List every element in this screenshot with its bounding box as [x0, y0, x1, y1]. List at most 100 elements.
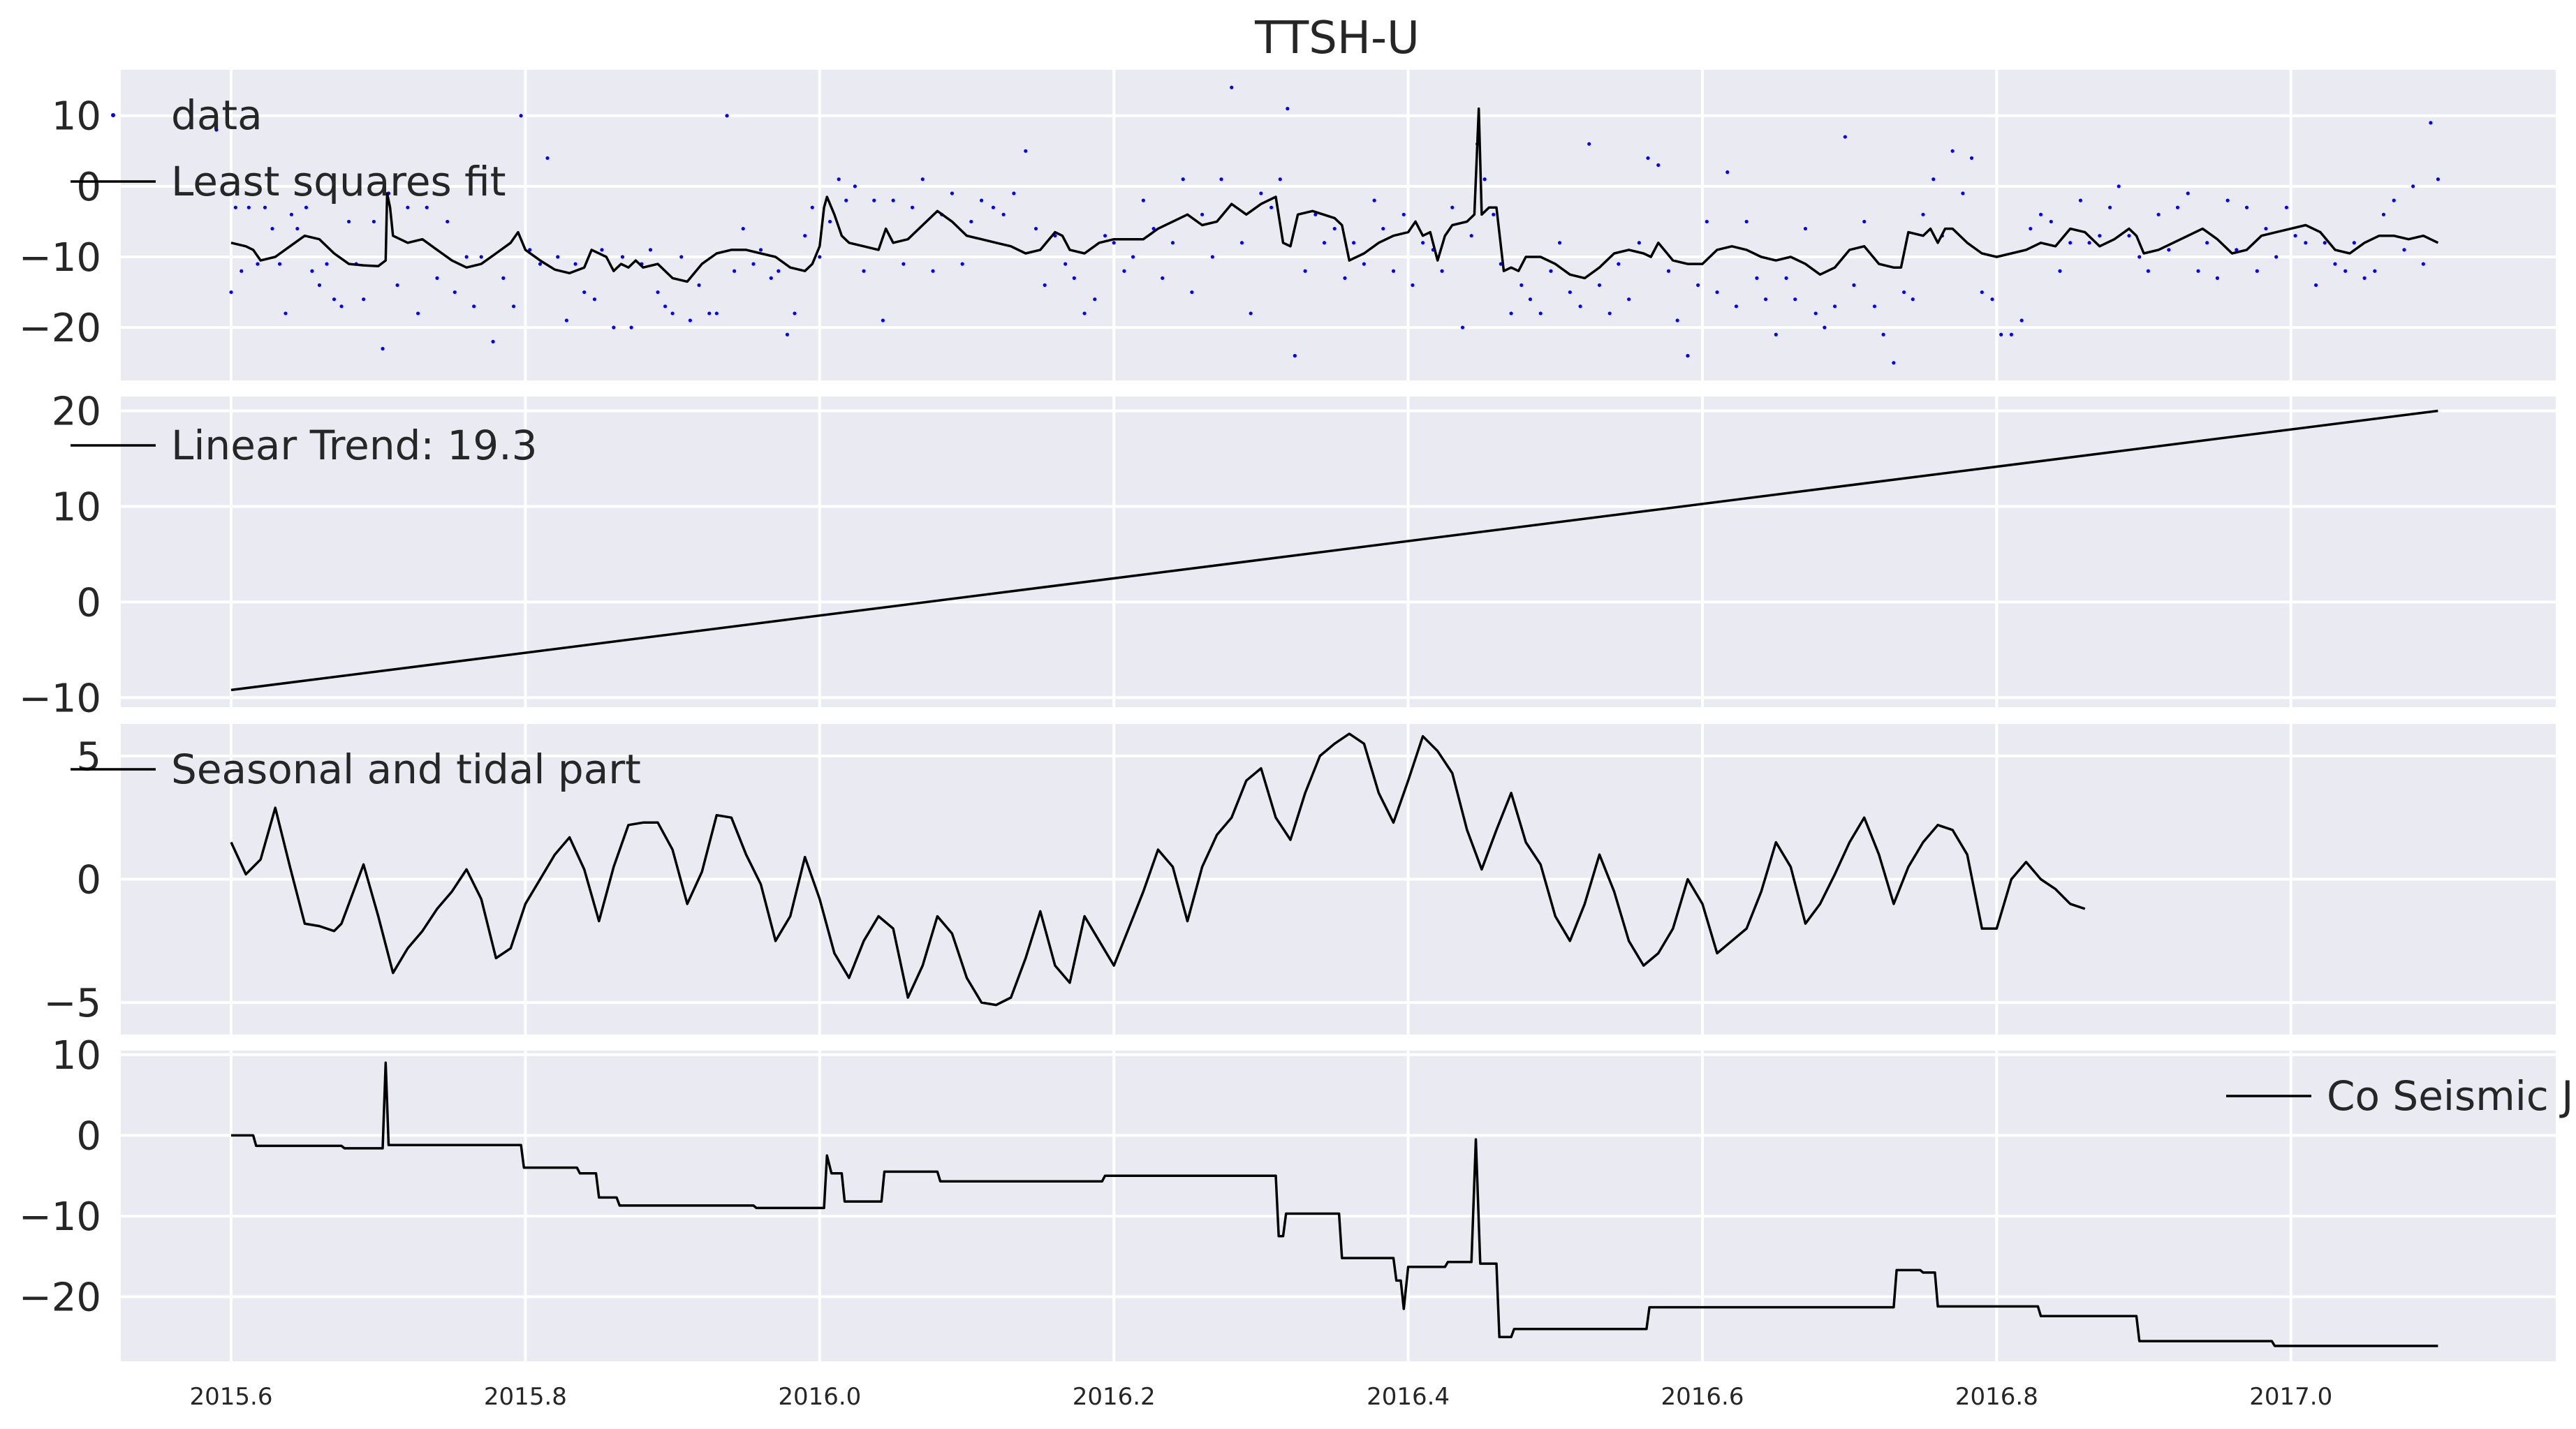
data-point — [979, 198, 984, 202]
data-point — [1675, 318, 1679, 323]
data-point — [2175, 205, 2180, 209]
data-point — [629, 325, 633, 330]
data-point — [2167, 248, 2171, 252]
data-point — [1012, 191, 1016, 195]
data-point — [1597, 283, 1602, 288]
data-point — [1343, 276, 1347, 280]
x-tick-label: 2017.0 — [2249, 1383, 2332, 1411]
y-tick-label: 20 — [52, 390, 101, 435]
data-point — [1450, 205, 1455, 209]
data-point — [362, 297, 366, 302]
data-point — [1219, 177, 1223, 182]
data-point — [1862, 219, 1867, 224]
data-point — [1725, 170, 1730, 175]
data-point — [1872, 304, 1877, 309]
data-point — [969, 219, 973, 224]
legend-label: Co Seismic Jumps — [2327, 1072, 2576, 1120]
data-point — [2127, 234, 2131, 238]
data-point — [1362, 262, 1366, 266]
data-point — [1902, 290, 1906, 295]
data-point — [395, 283, 399, 288]
x-tick-label: 2016.8 — [1955, 1383, 2038, 1411]
data-point — [1141, 198, 1145, 202]
data-point — [332, 297, 337, 302]
legend-label: Least squares fit — [171, 158, 506, 205]
data-point — [2436, 177, 2441, 182]
data-point — [612, 325, 616, 330]
data-point — [1832, 304, 1837, 309]
data-point — [2323, 241, 2327, 245]
data-point — [1509, 311, 1513, 316]
data-point — [1161, 276, 1165, 280]
data-point — [1332, 226, 1337, 231]
data-point — [1492, 212, 1496, 216]
legend-data: data Least squares fit — [71, 91, 506, 205]
data-point — [528, 248, 532, 252]
data-point — [670, 311, 675, 316]
data-point — [1921, 212, 1925, 216]
y-tick-label: 10 — [52, 94, 101, 140]
data-point — [452, 290, 457, 295]
data-point — [1440, 269, 1444, 273]
data-point — [592, 297, 597, 302]
data-point — [263, 205, 267, 209]
series-line-linear — [230, 409, 2438, 692]
data-point — [679, 255, 684, 259]
data-point — [862, 269, 866, 273]
data-point — [732, 269, 737, 273]
data-point — [1931, 177, 1936, 182]
data-point — [2313, 283, 2318, 288]
data-point — [707, 311, 712, 316]
data-point — [1813, 311, 1818, 316]
data-point — [810, 205, 814, 209]
data-point — [1122, 269, 1126, 273]
data-point — [284, 311, 288, 316]
y-tick-label: 5 — [76, 734, 101, 780]
data-point — [256, 262, 260, 266]
data-point — [240, 269, 244, 273]
data-point — [2421, 262, 2425, 266]
data-point — [2343, 269, 2348, 273]
data-point — [2078, 198, 2083, 202]
data-point — [1705, 219, 1709, 224]
data-point — [2244, 205, 2249, 209]
data-point — [714, 311, 719, 316]
data-point — [479, 255, 483, 259]
plot-area — [214, 85, 2441, 365]
y-tick-label: 0 — [76, 1113, 101, 1159]
data-point — [1911, 297, 1915, 302]
panel-background — [121, 1051, 2556, 1361]
data-point — [214, 128, 219, 132]
data-point — [1112, 241, 1116, 245]
data-point — [2117, 184, 2121, 188]
data-point — [1082, 311, 1087, 316]
plot-area — [231, 1061, 2438, 1347]
plot-area — [230, 409, 2438, 692]
data-point — [2146, 269, 2150, 273]
data-point — [751, 262, 756, 266]
data-point — [2381, 212, 2386, 216]
data-point — [1961, 191, 1965, 195]
data-point — [2264, 226, 2268, 231]
y-tick-label: −10 — [19, 676, 101, 721]
data-point — [1656, 163, 1661, 168]
data-point — [2402, 248, 2406, 252]
y-tick-label: −20 — [19, 1275, 101, 1321]
data-point — [1627, 297, 1631, 302]
data-point — [371, 219, 376, 224]
data-point — [1033, 226, 1038, 231]
series-line-data — [230, 107, 2439, 283]
data-point — [1093, 297, 1097, 302]
data-point — [1587, 142, 1591, 146]
data-point — [446, 219, 450, 224]
data-point — [1578, 304, 1582, 309]
data-point — [910, 205, 915, 209]
data-point — [1313, 212, 1318, 216]
data-point — [1072, 276, 1076, 280]
data-point — [1103, 234, 1107, 238]
legend-label: Seasonal and tidal part — [171, 746, 641, 793]
data-point — [2293, 234, 2297, 238]
y-tick-label: 0 — [76, 580, 101, 625]
y-tick-label: 10 — [52, 1033, 101, 1079]
data-point — [1774, 332, 1778, 336]
